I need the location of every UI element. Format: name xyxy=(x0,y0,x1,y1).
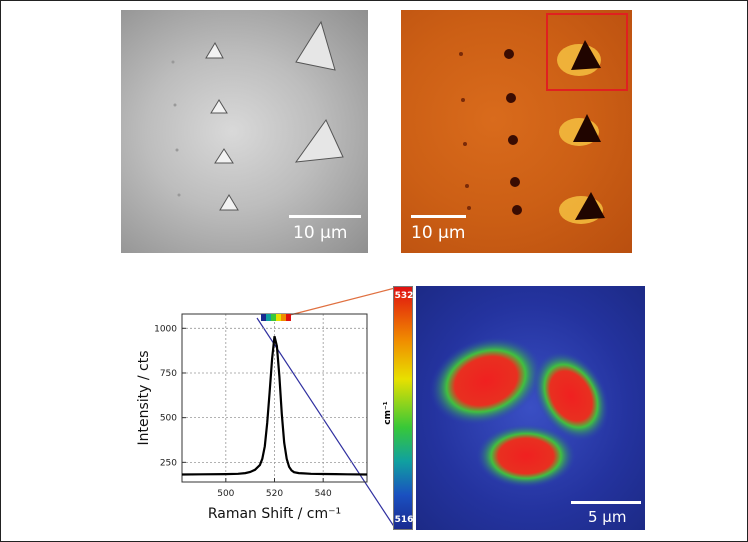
indent-medium-4 xyxy=(219,194,239,211)
svg-text:cm⁻¹: cm⁻¹ xyxy=(383,401,393,424)
y-tick-label: 750 xyxy=(160,369,177,379)
highlight-box xyxy=(546,13,628,91)
y-tick-label: 500 xyxy=(160,414,177,424)
spectrum-line xyxy=(181,336,368,476)
indent-medium-1 xyxy=(205,41,224,59)
afm-features xyxy=(459,13,628,224)
shift-color-strip xyxy=(271,314,276,321)
shift-color-strip xyxy=(281,314,286,321)
colorbar: 532 516 xyxy=(393,286,413,530)
optical-scalebar-label: 10 µm xyxy=(293,223,348,243)
shift-color-strip xyxy=(266,314,271,321)
colorbar-min-label: 516 xyxy=(394,515,414,525)
x-tick-label: 500 xyxy=(217,489,234,499)
afm-map: 10 µm xyxy=(401,10,632,253)
shift-color-strip xyxy=(286,314,291,321)
indent-medium-2 xyxy=(210,99,228,114)
indent-large-1 xyxy=(295,20,336,71)
shift-color-strip xyxy=(276,314,281,321)
indent-marks xyxy=(171,20,344,211)
shift-color-strip xyxy=(261,314,266,321)
x-tick-label: 540 xyxy=(315,489,332,499)
colorbar-max-label: 532 xyxy=(394,291,414,301)
indent-medium-3 xyxy=(214,148,234,164)
x-tick-label: 520 xyxy=(266,489,283,499)
raman-scalebar xyxy=(571,501,641,504)
raman-shift-map: 5 µm xyxy=(416,286,645,530)
indent-large-2 xyxy=(294,119,344,163)
optical-scalebar xyxy=(289,215,361,218)
optical-micrograph: 10 µm xyxy=(121,10,368,253)
raman-spectrum-chart: 500 520 540 250 500 750 1000 Raman Shift / cm⁻¹… xyxy=(136,313,368,522)
raman-lobes xyxy=(429,336,609,488)
y-axis-label: Intensity / cts xyxy=(136,350,152,445)
colorbar-unit: cm⁻¹ xyxy=(383,401,393,424)
y-tick-label: 250 xyxy=(160,458,177,468)
y-tick-label: 1000 xyxy=(154,324,177,334)
afm-scalebar xyxy=(411,215,466,218)
afm-scalebar-label: 10 µm xyxy=(411,223,466,243)
raman-scalebar-label: 5 µm xyxy=(588,508,627,526)
x-axis-label: Raman Shift / cm⁻¹ xyxy=(208,506,341,522)
